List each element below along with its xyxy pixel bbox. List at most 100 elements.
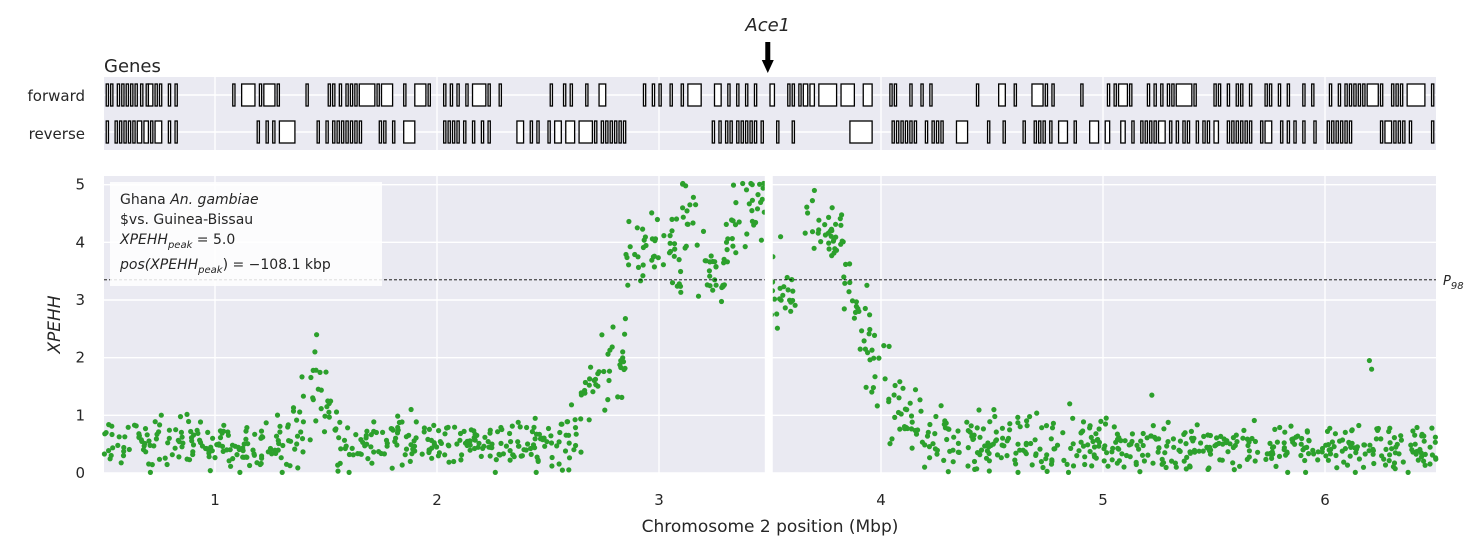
data-point [1004,438,1010,444]
data-point [125,424,131,430]
data-point [1323,442,1329,448]
data-point [1427,444,1433,450]
data-point [749,208,755,214]
reverse-gene [578,120,594,144]
forward-gene [909,83,913,107]
data-point [368,444,374,450]
data-point [785,287,791,293]
y-tick-label: 5 [75,176,85,194]
reverse-gene [753,120,758,144]
data-point [495,429,501,435]
forward-gene [1239,83,1244,107]
data-point [897,426,903,432]
reverse-gene [1140,120,1144,144]
data-point [1391,460,1398,466]
data-point [1064,461,1070,467]
forward-gene [125,83,130,107]
data-point [241,441,247,447]
data-point [983,455,990,461]
data-point [861,338,867,344]
reverse-gene [1195,120,1200,144]
data-point [358,437,364,443]
data-point [566,432,572,438]
data-point [632,251,638,258]
data-point [323,369,329,375]
data-point [909,445,915,451]
data-point [588,364,594,370]
data-point [474,432,480,438]
gene-boxes [105,83,1435,144]
data-point [649,257,655,263]
forward-gene [736,83,740,107]
data-point [690,194,697,200]
data-point [790,297,796,304]
data-point [515,419,521,425]
reverse-gene [600,120,605,144]
reverse-gene [536,120,540,144]
data-point [1332,431,1338,437]
forward-gene [174,83,178,107]
data-point [1371,460,1377,467]
data-point [1150,460,1156,466]
data-point [1149,392,1155,398]
data-point [166,427,172,433]
data-point [259,434,265,440]
data-point [1194,422,1200,428]
data-point [1375,425,1381,432]
data-point [392,438,398,445]
data-point [1325,457,1331,463]
data-point [533,469,539,475]
data-point [177,414,184,420]
data-point [1356,456,1362,462]
data-point [680,214,686,220]
data-point [1082,454,1088,460]
data-point [346,469,352,475]
data-point [1091,444,1098,450]
data-point [1362,451,1368,457]
data-point [1028,440,1034,447]
data-point [1172,460,1178,466]
y-tick-label: 1 [75,406,85,424]
data-point [442,452,448,458]
data-point [790,288,796,294]
data-point [982,443,988,449]
reverse-gene [940,120,944,144]
data-point [1302,457,1308,464]
data-point [1087,448,1093,455]
data-point [849,298,856,304]
data-point [1370,451,1376,457]
data-point [933,413,939,420]
forward-gene [1362,83,1366,107]
data-point [464,442,470,449]
data-point [338,446,344,452]
data-point [481,443,487,449]
reverse-gene [1244,120,1248,144]
reverse-gene [1286,120,1291,144]
data-point [1007,421,1013,427]
data-point [1043,423,1050,429]
data-point [749,197,756,203]
data-point [673,216,680,222]
data-point [1249,435,1255,442]
data-point [243,428,249,434]
forward-gene [232,83,236,107]
data-point [442,431,448,437]
forward-gene [403,83,407,107]
data-point [626,262,632,268]
data-point [986,468,992,474]
data-point [533,431,540,437]
data-point [1188,428,1194,434]
data-point [1281,447,1287,453]
data-point [1331,444,1337,450]
data-point [951,434,957,440]
data-point [1156,436,1162,442]
data-point [1219,457,1225,463]
data-point [816,217,822,223]
data-point [1024,418,1030,424]
data-point [429,455,435,461]
data-point [685,221,691,227]
data-point [1422,451,1428,457]
data-point [532,445,538,451]
data-point [478,453,484,459]
data-point [228,463,234,469]
